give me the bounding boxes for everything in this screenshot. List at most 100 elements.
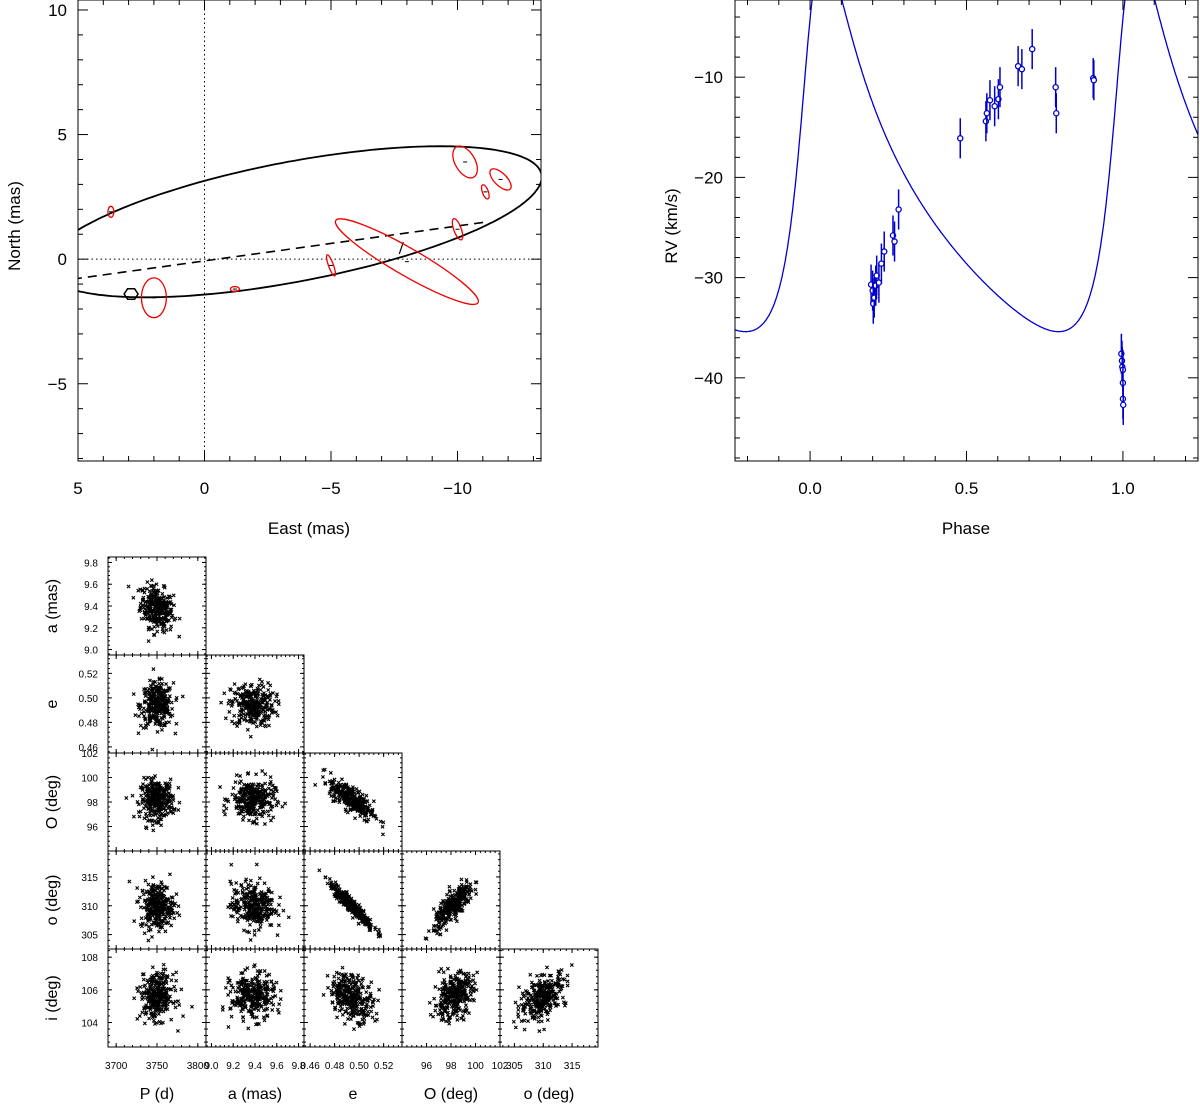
posterior-sample [177, 616, 182, 621]
posterior-sample [354, 786, 359, 791]
posterior-sample [317, 868, 322, 873]
x-tick-label: 0.5 [955, 479, 979, 498]
posterior-sample [230, 900, 235, 905]
posterior-sample [141, 706, 146, 711]
posterior-sample [237, 719, 242, 724]
posterior-sample [444, 928, 449, 933]
posterior-sample [254, 821, 259, 826]
posterior-sample [273, 993, 278, 998]
posterior-sample [157, 922, 162, 927]
posterior-sample [176, 785, 181, 790]
posterior-sample [251, 791, 256, 796]
posterior-sample [262, 900, 267, 905]
posterior-sample [159, 711, 164, 716]
posterior-sample [167, 694, 172, 699]
posterior-sample [157, 975, 162, 980]
posterior-sample [332, 884, 337, 889]
posterior-sample [454, 919, 459, 924]
posterior-sample [146, 897, 151, 902]
posterior-sample [255, 973, 260, 978]
posterior-sample [275, 692, 280, 697]
posterior-sample [431, 924, 436, 928]
posterior-sample [173, 1005, 178, 1010]
posterior-sample [337, 798, 342, 803]
posterior-sample [153, 1013, 158, 1018]
posterior-sample [150, 747, 155, 752]
posterior-sample [271, 989, 276, 994]
posterior-sample [251, 918, 256, 923]
posterior-sample [142, 616, 147, 621]
posterior-sample [263, 986, 268, 991]
posterior-sample [240, 891, 245, 896]
posterior-sample [246, 807, 251, 812]
posterior-sample [150, 965, 155, 970]
posterior-sample [154, 604, 159, 609]
posterior-sample [234, 880, 239, 885]
posterior-sample [242, 800, 247, 804]
posterior-sample [345, 902, 349, 907]
posterior-sample [242, 900, 247, 905]
posterior-sample [277, 1002, 282, 1007]
posterior-sample [334, 893, 339, 898]
posterior-sample [243, 694, 248, 699]
posterior-sample [146, 912, 151, 917]
posterior-sample [248, 898, 253, 903]
posterior-sample [258, 917, 263, 922]
measurement-error-ellipse [451, 217, 464, 241]
posterior-sample [262, 881, 267, 886]
posterior-sample [143, 611, 148, 616]
posterior-sample [159, 796, 164, 801]
posterior-sample [267, 723, 271, 728]
posterior-sample [143, 599, 148, 604]
posterior-sample [351, 805, 356, 810]
posterior-sample [156, 596, 161, 601]
corner-panel [303, 948, 403, 1048]
posterior-sample [344, 809, 349, 814]
posterior-sample [140, 1010, 145, 1015]
posterior-sample [235, 980, 240, 985]
posterior-sample [142, 607, 147, 612]
posterior-sample [256, 927, 261, 932]
posterior-sample [453, 916, 458, 921]
posterior-sample [142, 687, 147, 692]
measurement-error-ellipse [334, 218, 480, 306]
posterior-sample [469, 888, 474, 893]
posterior-sample [176, 808, 181, 813]
posterior-sample [347, 789, 352, 794]
posterior-sample [245, 727, 250, 732]
posterior-sample [237, 790, 242, 795]
rv-data-point [982, 118, 990, 125]
posterior-sample [270, 783, 275, 788]
posterior-sample [153, 1021, 157, 1026]
posterior-sample [323, 780, 328, 785]
posterior-sample [167, 872, 172, 877]
posterior-sample [264, 973, 269, 978]
posterior-sample [240, 971, 245, 976]
posterior-sample [154, 980, 159, 985]
posterior-sample [376, 927, 381, 932]
posterior-sample [147, 625, 152, 630]
posterior-sample [254, 892, 259, 897]
posterior-sample [160, 973, 165, 978]
posterior-sample [146, 999, 151, 1004]
posterior-sample [252, 889, 257, 894]
posterior-sample [227, 978, 232, 983]
posterior-sample [259, 894, 264, 899]
posterior-sample [242, 1001, 247, 1006]
posterior-sample [236, 701, 241, 706]
posterior-sample [176, 904, 181, 909]
posterior-sample [162, 888, 167, 893]
posterior-sample [255, 686, 260, 691]
posterior-sample [135, 885, 140, 890]
posterior-sample [218, 785, 223, 790]
posterior-sample [258, 921, 263, 926]
posterior-sample [365, 818, 369, 823]
posterior-sample [169, 1017, 174, 1022]
posterior-sample [261, 801, 266, 806]
posterior-sample [250, 804, 255, 809]
posterior-sample [424, 936, 429, 941]
corner-panel [303, 850, 403, 950]
posterior-sample [131, 814, 136, 819]
posterior-sample [146, 775, 151, 780]
posterior-sample [236, 1000, 241, 1005]
